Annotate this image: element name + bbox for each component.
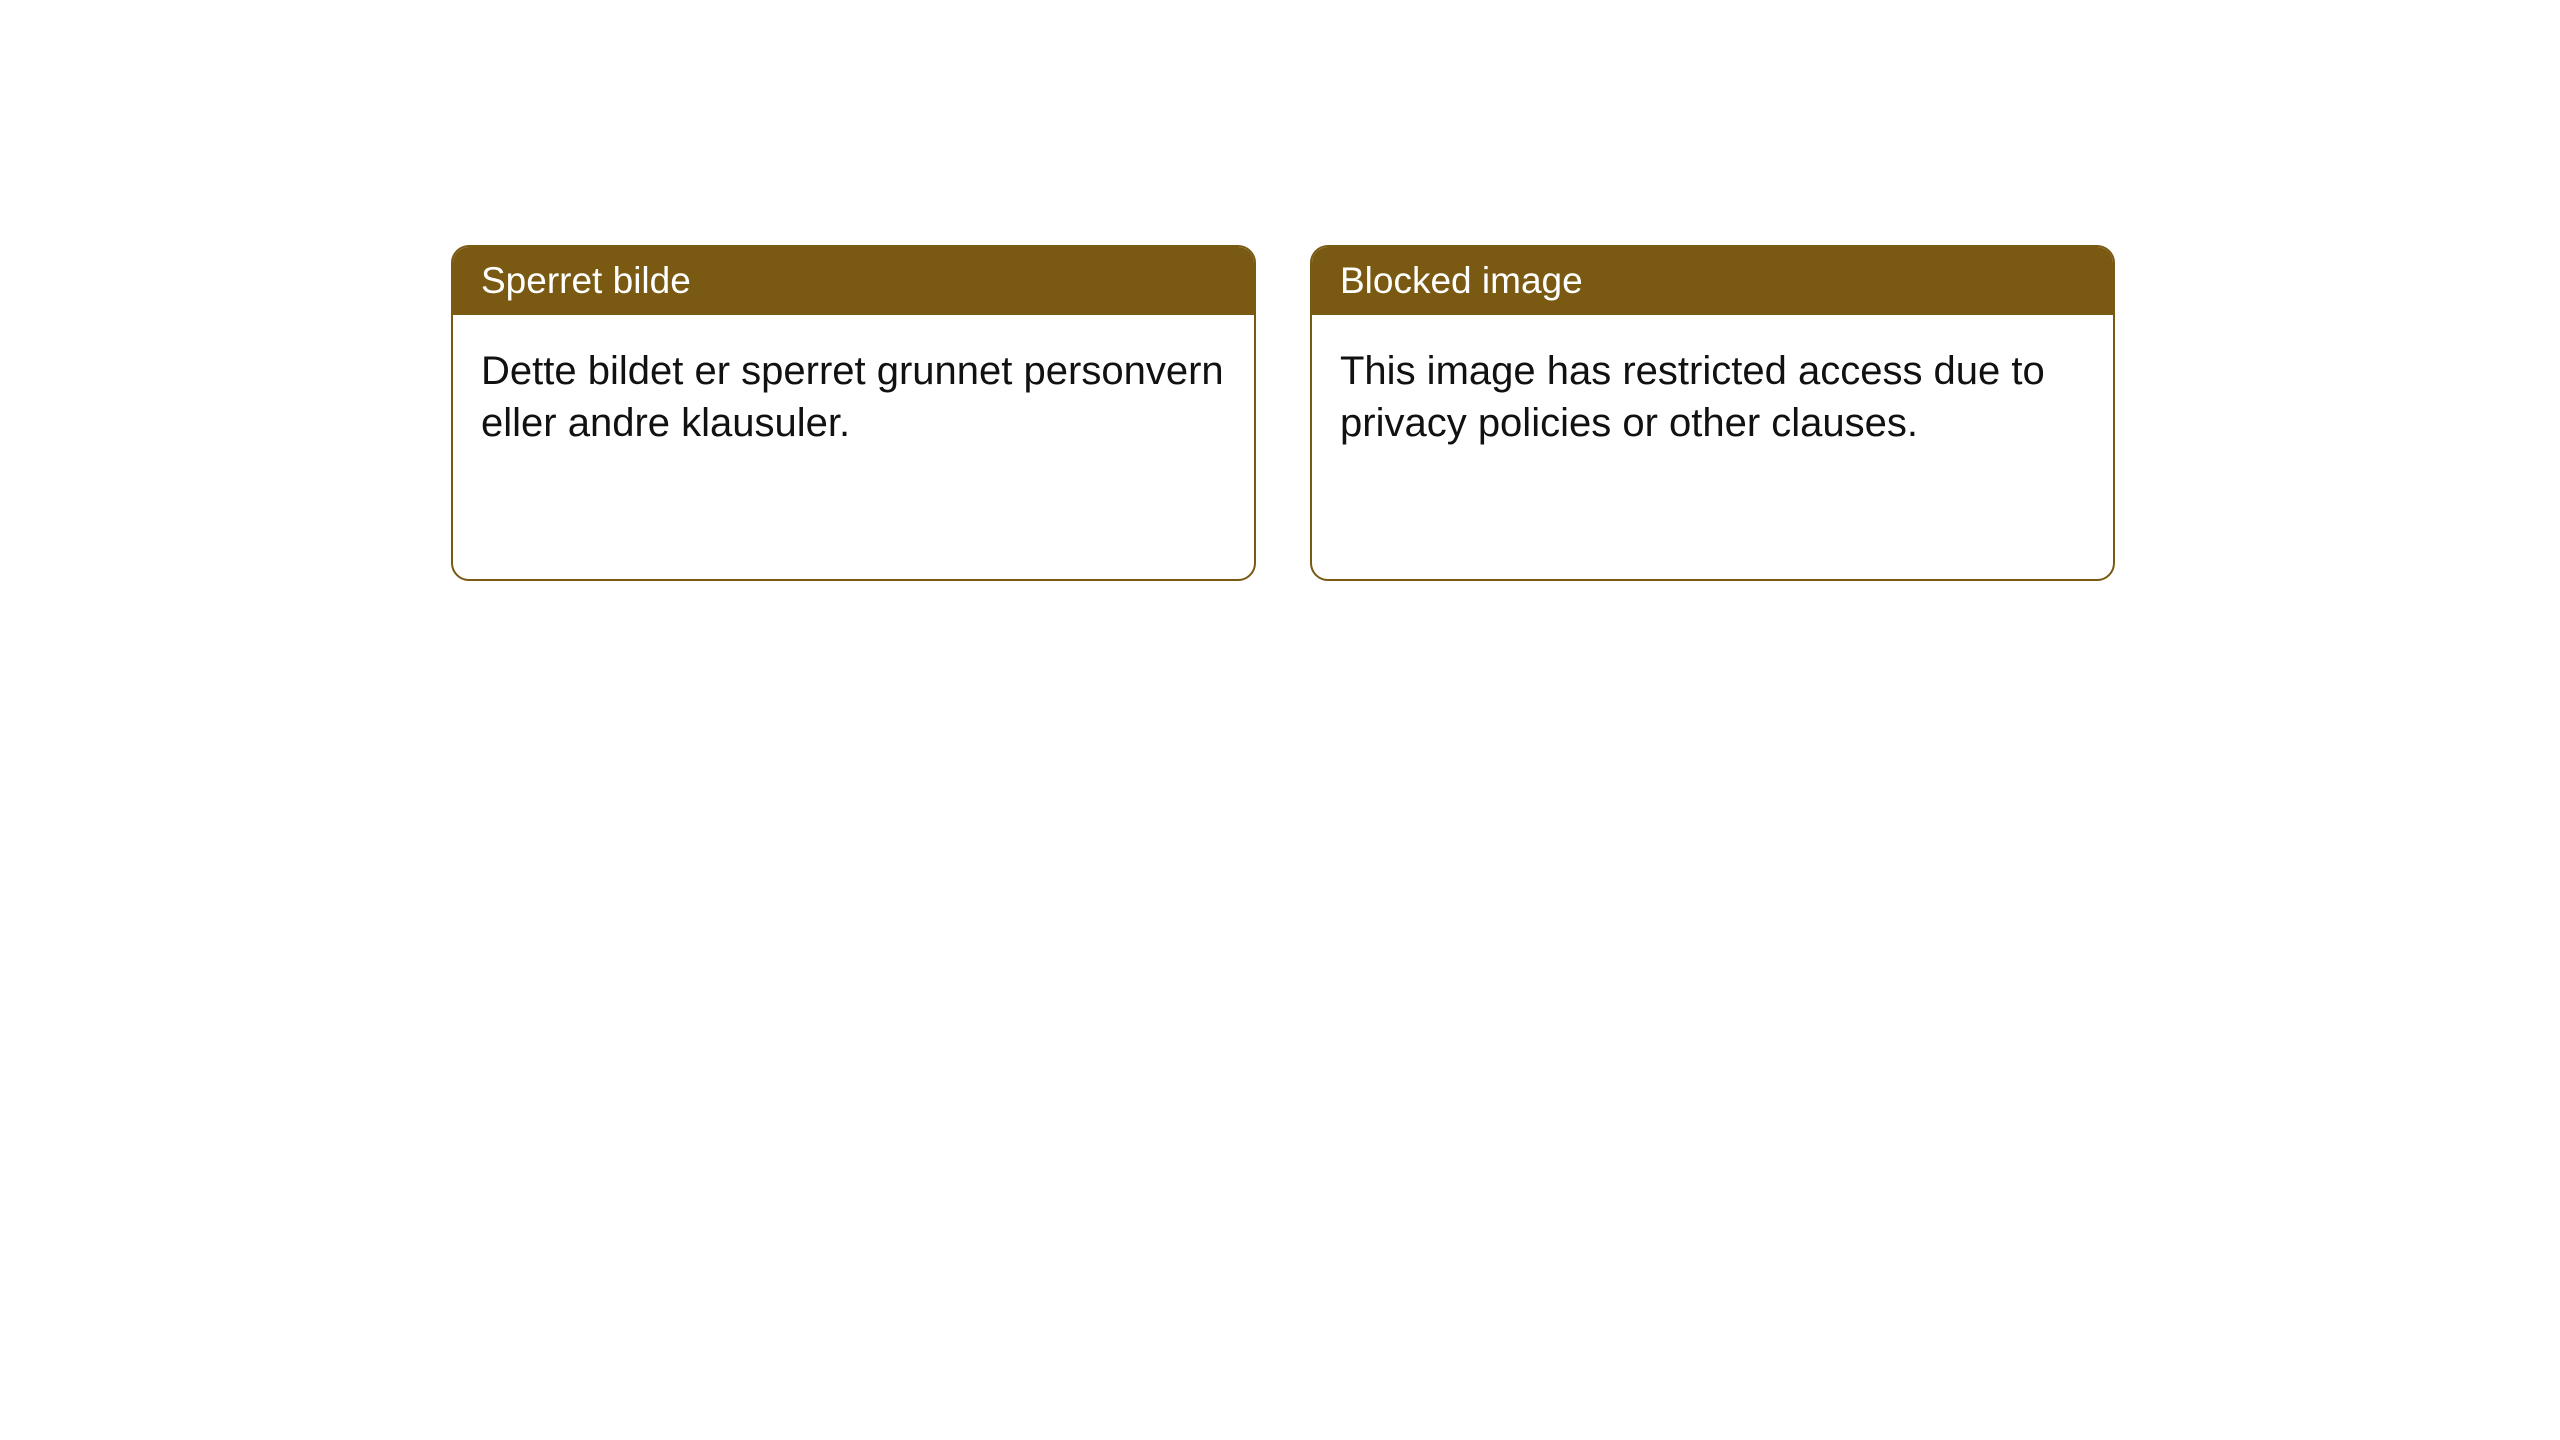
card-title: Sperret bilde [481,260,691,301]
card-header-english: Blocked image [1312,247,2113,315]
card-header-norwegian: Sperret bilde [453,247,1254,315]
notice-card-norwegian: Sperret bilde Dette bildet er sperret gr… [451,245,1256,581]
card-title: Blocked image [1340,260,1583,301]
notice-container: Sperret bilde Dette bildet er sperret gr… [451,245,2115,581]
card-body-norwegian: Dette bildet er sperret grunnet personve… [453,315,1254,479]
card-body-text: This image has restricted access due to … [1340,349,2045,445]
card-body-text: Dette bildet er sperret grunnet personve… [481,349,1224,445]
card-body-english: This image has restricted access due to … [1312,315,2113,479]
notice-card-english: Blocked image This image has restricted … [1310,245,2115,581]
